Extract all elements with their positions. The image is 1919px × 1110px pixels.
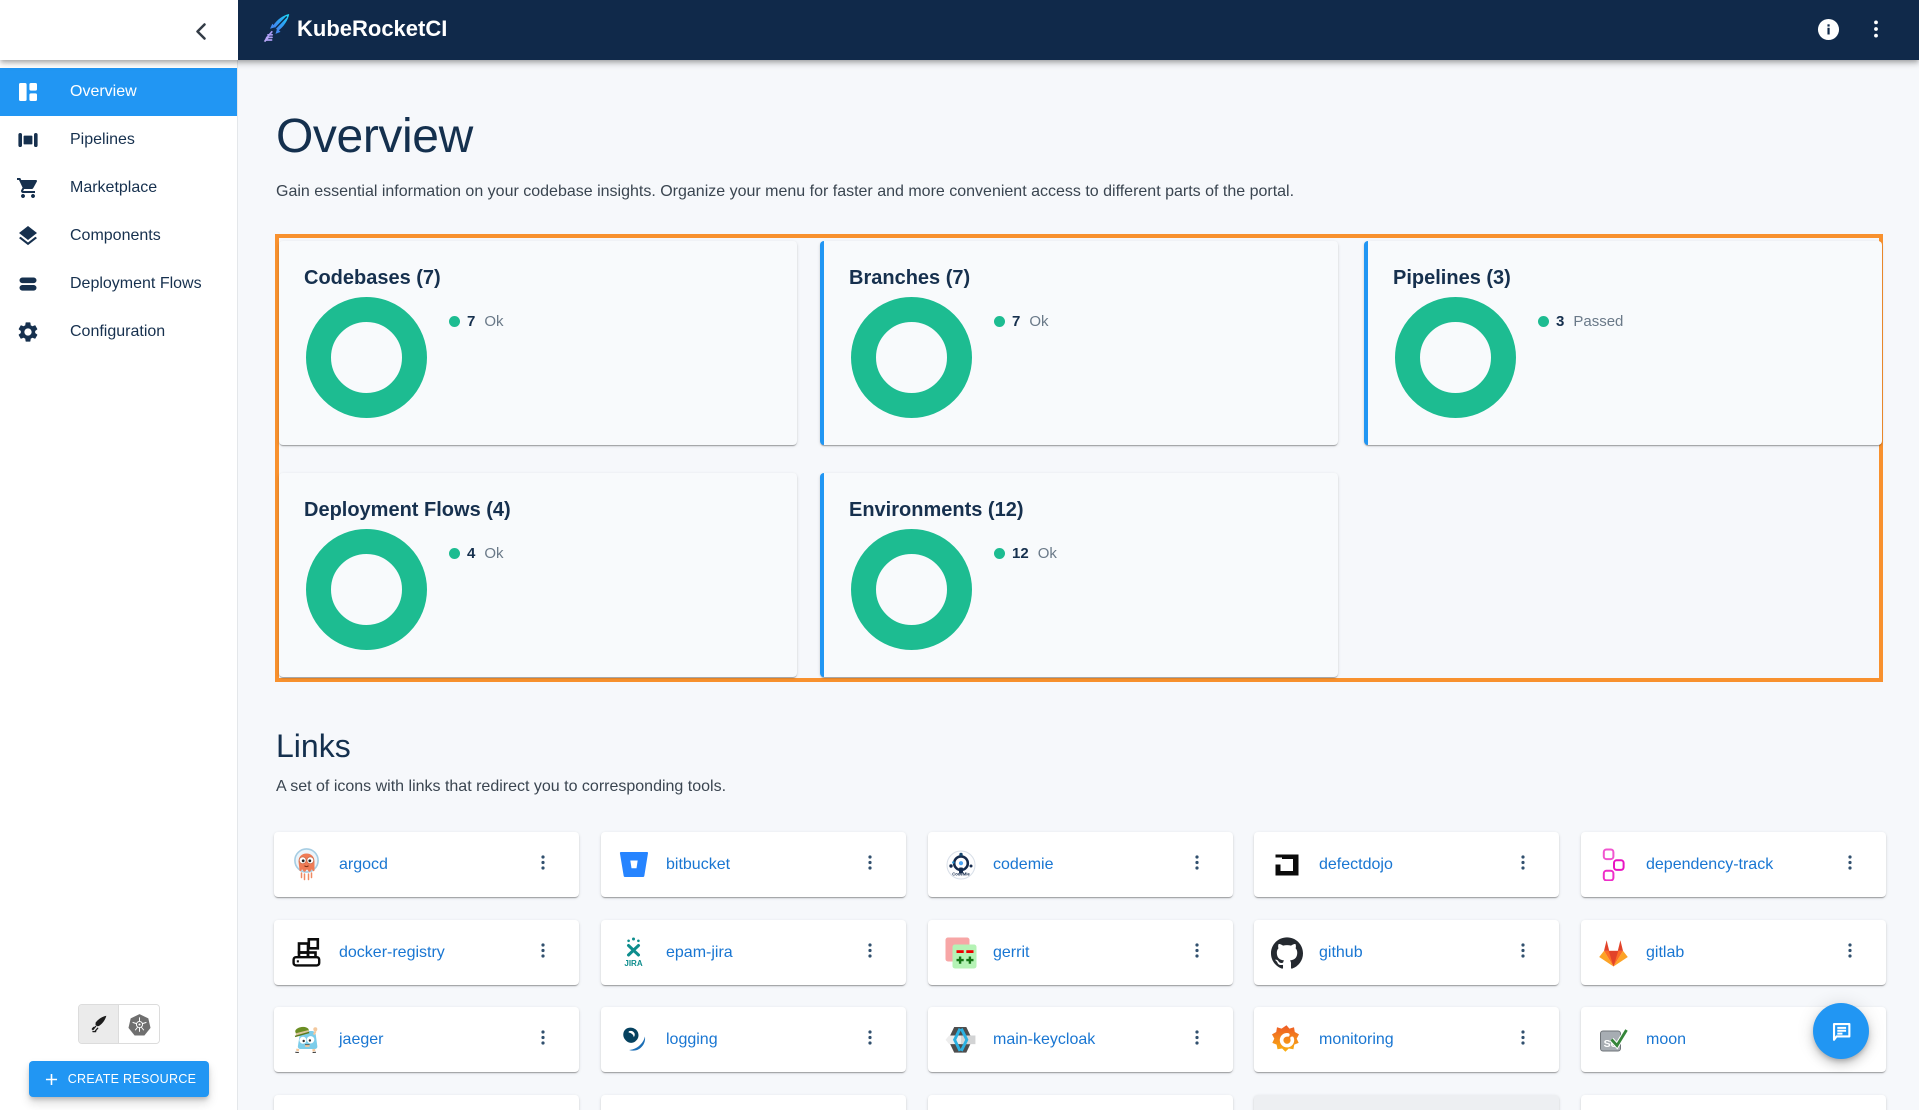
- svg-text:CodeMie: CodeMie: [952, 871, 970, 876]
- svg-text:JIRA: JIRA: [624, 959, 642, 968]
